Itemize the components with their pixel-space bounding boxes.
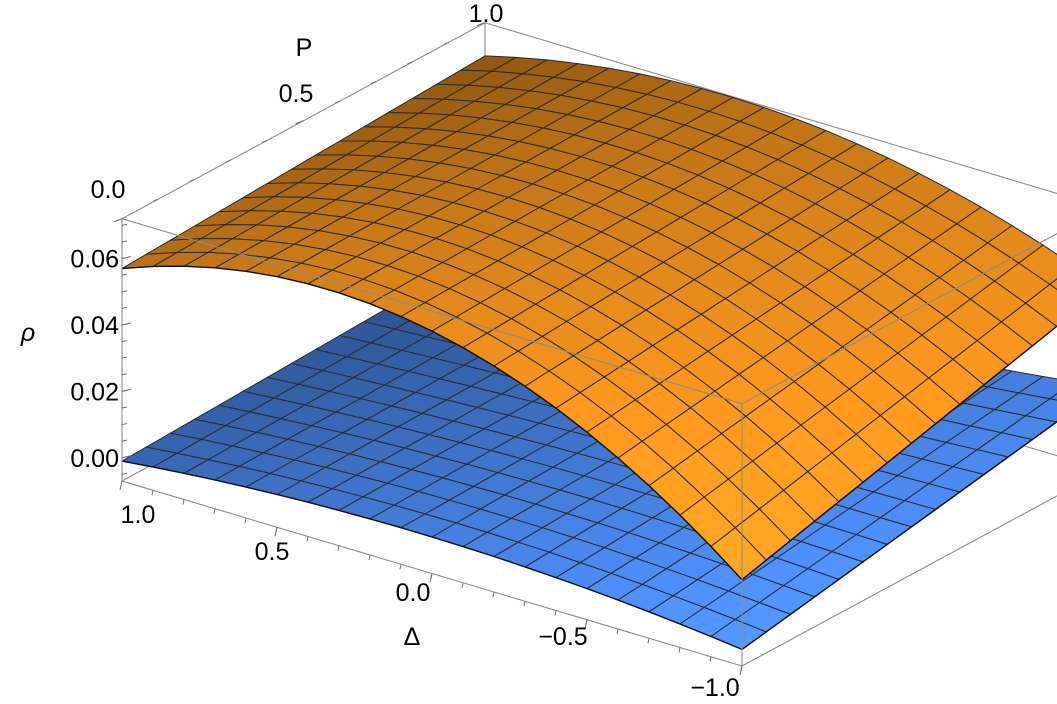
rho-minor-tick	[121, 356, 128, 359]
rho-minor-tick	[121, 456, 128, 459]
rho-minor-tick	[121, 389, 128, 392]
box-edge-front-6	[741, 233, 1057, 405]
delta-minor-tick	[678, 647, 681, 653]
p-tick-label: 1.0	[469, 0, 504, 28]
p-minor-tick	[443, 41, 449, 45]
axis-tick-labels: 0.00 0.02 0.04 0.06 0.0 0.5 1.0 1.0 0.5 0.0 −0.5 −1…	[70, 0, 739, 702]
delta-tick-label: 1.0	[121, 501, 156, 529]
delta-minor-tick	[182, 499, 185, 505]
delta-tick-label: 0.0	[396, 579, 431, 607]
delta-minor-tick	[554, 610, 557, 616]
delta-minor-tick	[430, 573, 433, 579]
surface-1-side-edge	[741, 420, 1057, 650]
delta-tick	[119, 480, 123, 491]
box-edge-front-4	[741, 495, 1057, 667]
p-minor-tick	[479, 22, 486, 26]
surface-0	[121, 55, 1057, 581]
delta-tick-label: −0.5	[538, 623, 587, 651]
rho-minor-tick	[121, 323, 128, 326]
p-minor-tick	[189, 179, 195, 182]
delta-minor-tick	[461, 582, 464, 588]
box-edge-back-2	[484, 22, 1057, 194]
delta-minor-tick	[492, 591, 495, 598]
p-axis-title: P	[296, 34, 313, 62]
box-edge-front-5	[121, 218, 743, 405]
p-minor-tick	[407, 61, 413, 65]
rho-axis-title: ρ	[20, 319, 35, 347]
delta-minor-tick	[523, 601, 526, 607]
rho-minor-tick	[121, 423, 128, 426]
p-minor-tick	[225, 159, 232, 163]
rho-minor-tick	[121, 223, 128, 226]
delta-minor-tick	[585, 619, 588, 625]
delta-minor-tick	[399, 564, 402, 570]
p-minor-tick	[153, 198, 159, 202]
surface-0-side-edge	[741, 325, 1057, 581]
delta-minor-tick	[151, 490, 154, 496]
rho-minor-tick	[121, 273, 128, 276]
delta-minor-tick	[740, 665, 743, 672]
delta-tick-label: 0.5	[255, 538, 290, 566]
delta-minor-tick	[306, 536, 309, 542]
rho-minor-tick	[121, 257, 128, 260]
surface-1-front-edge	[121, 460, 743, 651]
surface-1-cell	[1049, 393, 1057, 401]
delta-axis-title: Δ	[404, 623, 421, 651]
axis-ticks	[113, 22, 743, 676]
delta-minor-tick	[709, 656, 712, 662]
rho-minor-tick	[121, 439, 128, 442]
rho-minor-tick	[121, 373, 128, 376]
p-minor-tick	[262, 139, 268, 143]
surfaces	[121, 55, 1057, 651]
p-tick-label: 0.5	[279, 80, 314, 108]
delta-minor-tick	[616, 628, 619, 635]
p-minor-tick	[370, 81, 377, 84]
p-tick-label: 0.0	[91, 176, 126, 204]
p-minor-tick	[298, 120, 304, 124]
rho-minor-tick	[121, 340, 128, 343]
delta-minor-tick	[337, 545, 340, 551]
rho-minor-tick	[121, 472, 128, 475]
rho-minor-tick	[121, 306, 128, 309]
surface-0-front-edge	[121, 265, 743, 581]
rho-minor-tick	[121, 290, 128, 293]
rho-minor-tick	[121, 240, 128, 243]
delta-minor-tick	[213, 508, 216, 514]
delta-minor-tick	[368, 554, 371, 561]
p-minor-tick	[334, 100, 340, 104]
p-tick	[113, 218, 123, 223]
delta-minor-tick	[275, 527, 278, 533]
rho-tick-label: 0.00	[70, 445, 119, 473]
rho-tick-label: 0.04	[70, 312, 119, 340]
surface-0-cell	[1049, 278, 1057, 291]
rho-tick-label: 0.02	[70, 378, 119, 406]
rho-tick-label: 0.06	[70, 246, 119, 274]
delta-minor-tick	[244, 517, 247, 524]
delta-tick-label: −1.0	[690, 674, 739, 702]
delta-minor-tick	[647, 638, 650, 644]
rho-minor-tick	[121, 406, 128, 409]
